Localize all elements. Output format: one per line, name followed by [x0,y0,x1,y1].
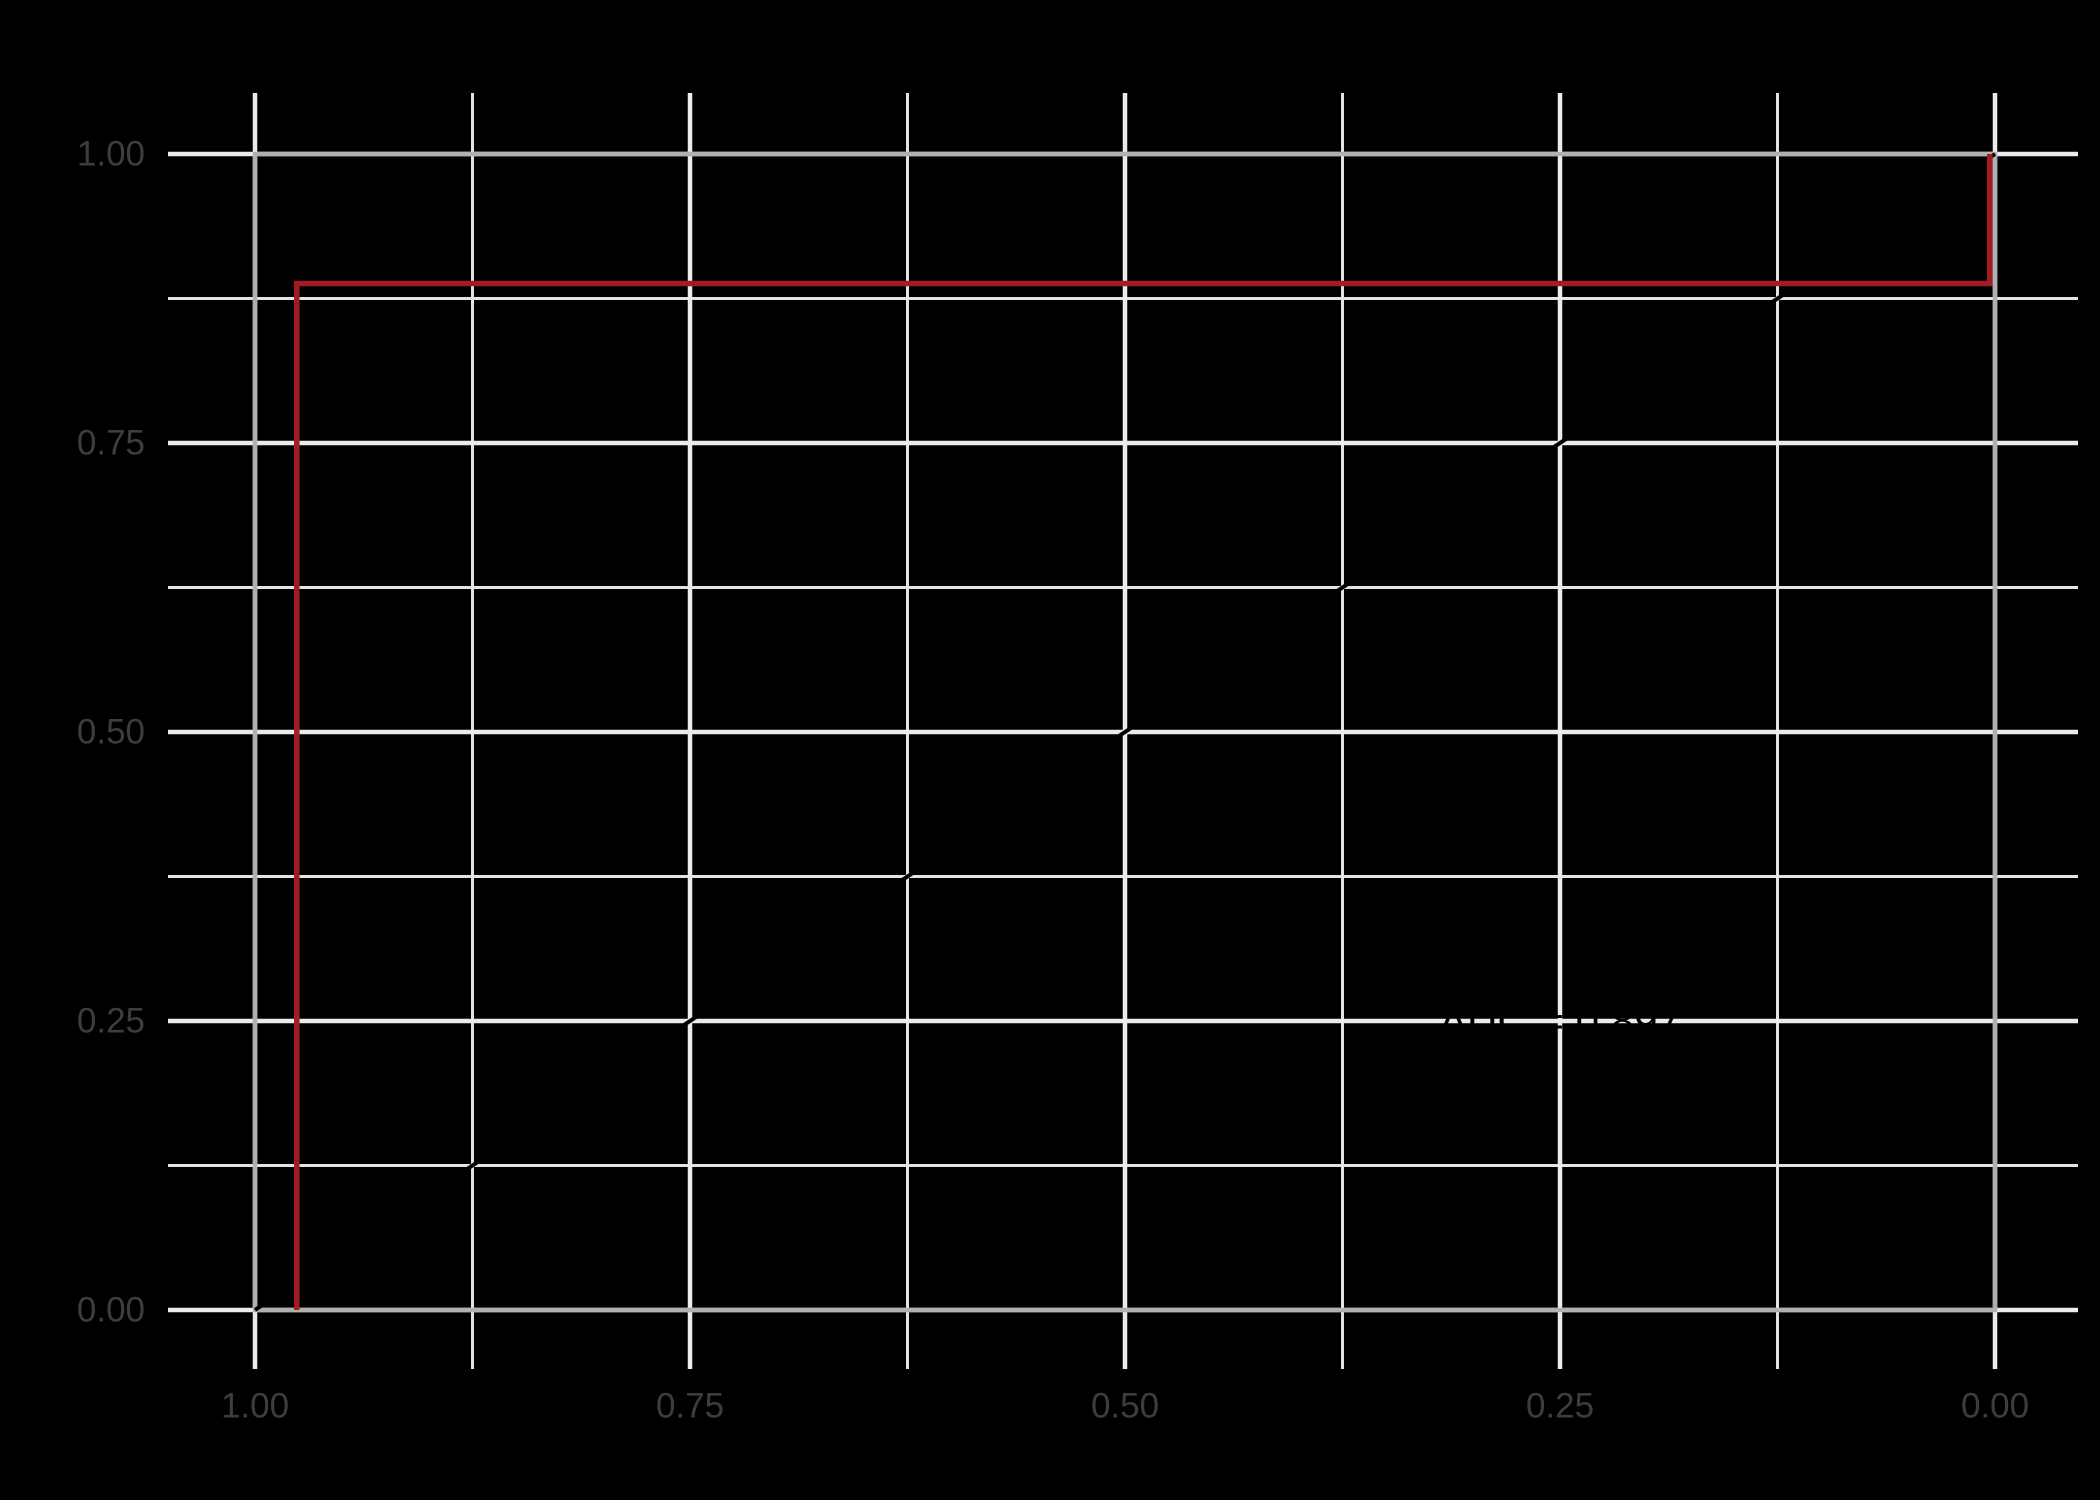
roc-curve-line [294,154,1993,1310]
y-tick-label: 1.00 [77,135,145,174]
x-tick-label: 0.75 [656,1387,724,1426]
y-axis-tick-labels: 0.00 0.25 0.50 0.75 1.00 [77,135,145,1330]
x-axis-tick-labels: 1.00 0.75 0.50 0.25 0.00 [221,1387,2029,1426]
x-tick-label: 0.25 [1526,1387,1594,1426]
auc-annotation: AUC = 0.897 [1439,998,1681,1045]
x-tick-label: 1.00 [221,1387,289,1426]
unit-square-border [252,151,1998,1313]
x-tick-label: 0.00 [1961,1387,2029,1426]
y-tick-label: 0.00 [77,1291,145,1330]
y-tick-label: 0.25 [77,1002,145,1041]
y-tick-label: 0.50 [77,713,145,752]
y-tick-label: 0.75 [77,424,145,463]
x-tick-label: 0.50 [1091,1387,1159,1426]
diagonal-reference-line [253,152,1997,1312]
